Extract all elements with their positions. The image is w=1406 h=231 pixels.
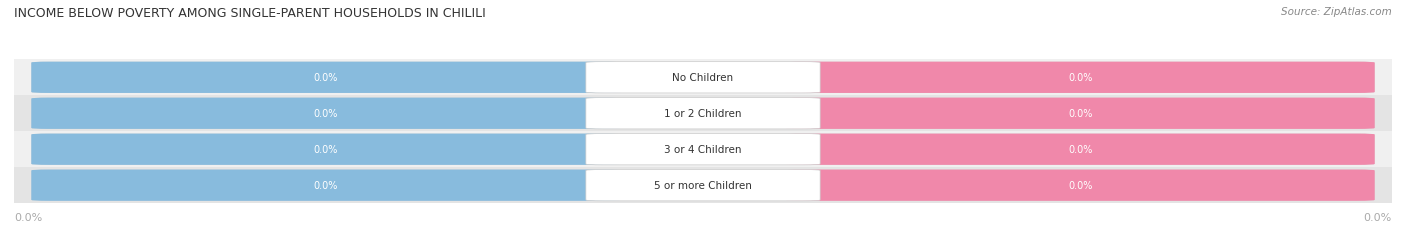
FancyBboxPatch shape: [31, 98, 1375, 129]
FancyBboxPatch shape: [786, 98, 1375, 129]
Text: 0.0%: 0.0%: [1069, 109, 1092, 119]
FancyBboxPatch shape: [31, 134, 620, 165]
FancyBboxPatch shape: [31, 170, 1375, 201]
FancyBboxPatch shape: [586, 62, 820, 94]
Text: 3 or 4 Children: 3 or 4 Children: [664, 145, 742, 155]
Text: No Children: No Children: [672, 73, 734, 83]
FancyBboxPatch shape: [786, 134, 1375, 165]
FancyBboxPatch shape: [586, 98, 820, 129]
FancyBboxPatch shape: [786, 62, 1375, 94]
Text: 0.0%: 0.0%: [1069, 180, 1092, 190]
FancyBboxPatch shape: [31, 98, 620, 129]
Text: 0.0%: 0.0%: [314, 180, 337, 190]
Text: 0.0%: 0.0%: [314, 145, 337, 155]
FancyBboxPatch shape: [31, 62, 620, 94]
FancyBboxPatch shape: [786, 170, 1375, 201]
Text: 5 or more Children: 5 or more Children: [654, 180, 752, 190]
FancyBboxPatch shape: [31, 134, 1375, 165]
Text: 0.0%: 0.0%: [314, 109, 337, 119]
FancyBboxPatch shape: [31, 170, 620, 201]
Text: 1 or 2 Children: 1 or 2 Children: [664, 109, 742, 119]
Text: 0.0%: 0.0%: [314, 73, 337, 83]
Text: 0.0%: 0.0%: [1364, 212, 1392, 222]
Text: INCOME BELOW POVERTY AMONG SINGLE-PARENT HOUSEHOLDS IN CHILILI: INCOME BELOW POVERTY AMONG SINGLE-PARENT…: [14, 7, 486, 20]
Text: 0.0%: 0.0%: [1069, 73, 1092, 83]
FancyBboxPatch shape: [586, 170, 820, 201]
Text: Source: ZipAtlas.com: Source: ZipAtlas.com: [1281, 7, 1392, 17]
Bar: [14, 167, 1392, 203]
Bar: [14, 96, 1392, 132]
Text: 0.0%: 0.0%: [1069, 145, 1092, 155]
FancyBboxPatch shape: [586, 134, 820, 165]
Bar: [14, 132, 1392, 167]
FancyBboxPatch shape: [31, 62, 1375, 94]
Bar: [14, 60, 1392, 96]
Text: 0.0%: 0.0%: [14, 212, 42, 222]
